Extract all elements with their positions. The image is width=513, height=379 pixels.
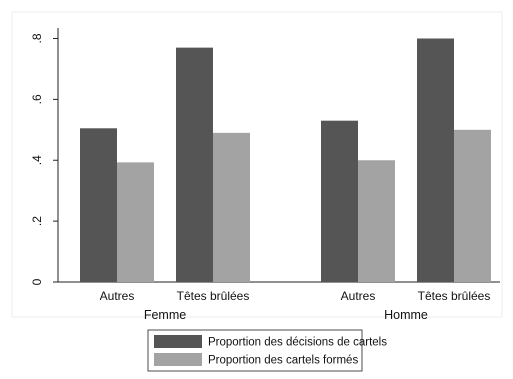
- y-tick-label: .2: [30, 216, 44, 226]
- y-tick-label: .4: [30, 155, 44, 165]
- y-tick-label: .6: [30, 94, 44, 104]
- y-tick-label: 0: [30, 278, 44, 285]
- plot-area: 0 .2 .4 .6 .8 Autres Têtes brûlées Femme Autres T…: [11, 11, 503, 322]
- bar: [213, 132, 250, 282]
- bar: [321, 120, 358, 283]
- x-category-label: Autres: [341, 289, 376, 303]
- x-category-label: Têtes brûlées: [418, 289, 491, 303]
- bar: [454, 129, 491, 282]
- outer-frame: [11, 11, 503, 318]
- bar: [417, 38, 454, 282]
- legend-swatch-formes: [154, 353, 202, 366]
- bar: [117, 162, 154, 282]
- x-group-label: Homme: [384, 308, 428, 322]
- y-tick-label: .8: [30, 33, 44, 43]
- bar: [358, 160, 395, 282]
- bar: [176, 47, 213, 282]
- x-group-label: Femme: [144, 308, 186, 322]
- legend-label-formes: Proportion des cartels formés: [208, 355, 358, 367]
- x-category-label: Têtes brûlées: [177, 289, 250, 303]
- x-category-label: Autres: [100, 289, 135, 303]
- legend: Proportion des décisions de cartels Prop…: [147, 329, 387, 372]
- bar: [80, 128, 117, 282]
- legend-label-decisions: Proportion des décisions de cartels: [208, 337, 387, 349]
- legend-swatch-decisions: [154, 335, 202, 348]
